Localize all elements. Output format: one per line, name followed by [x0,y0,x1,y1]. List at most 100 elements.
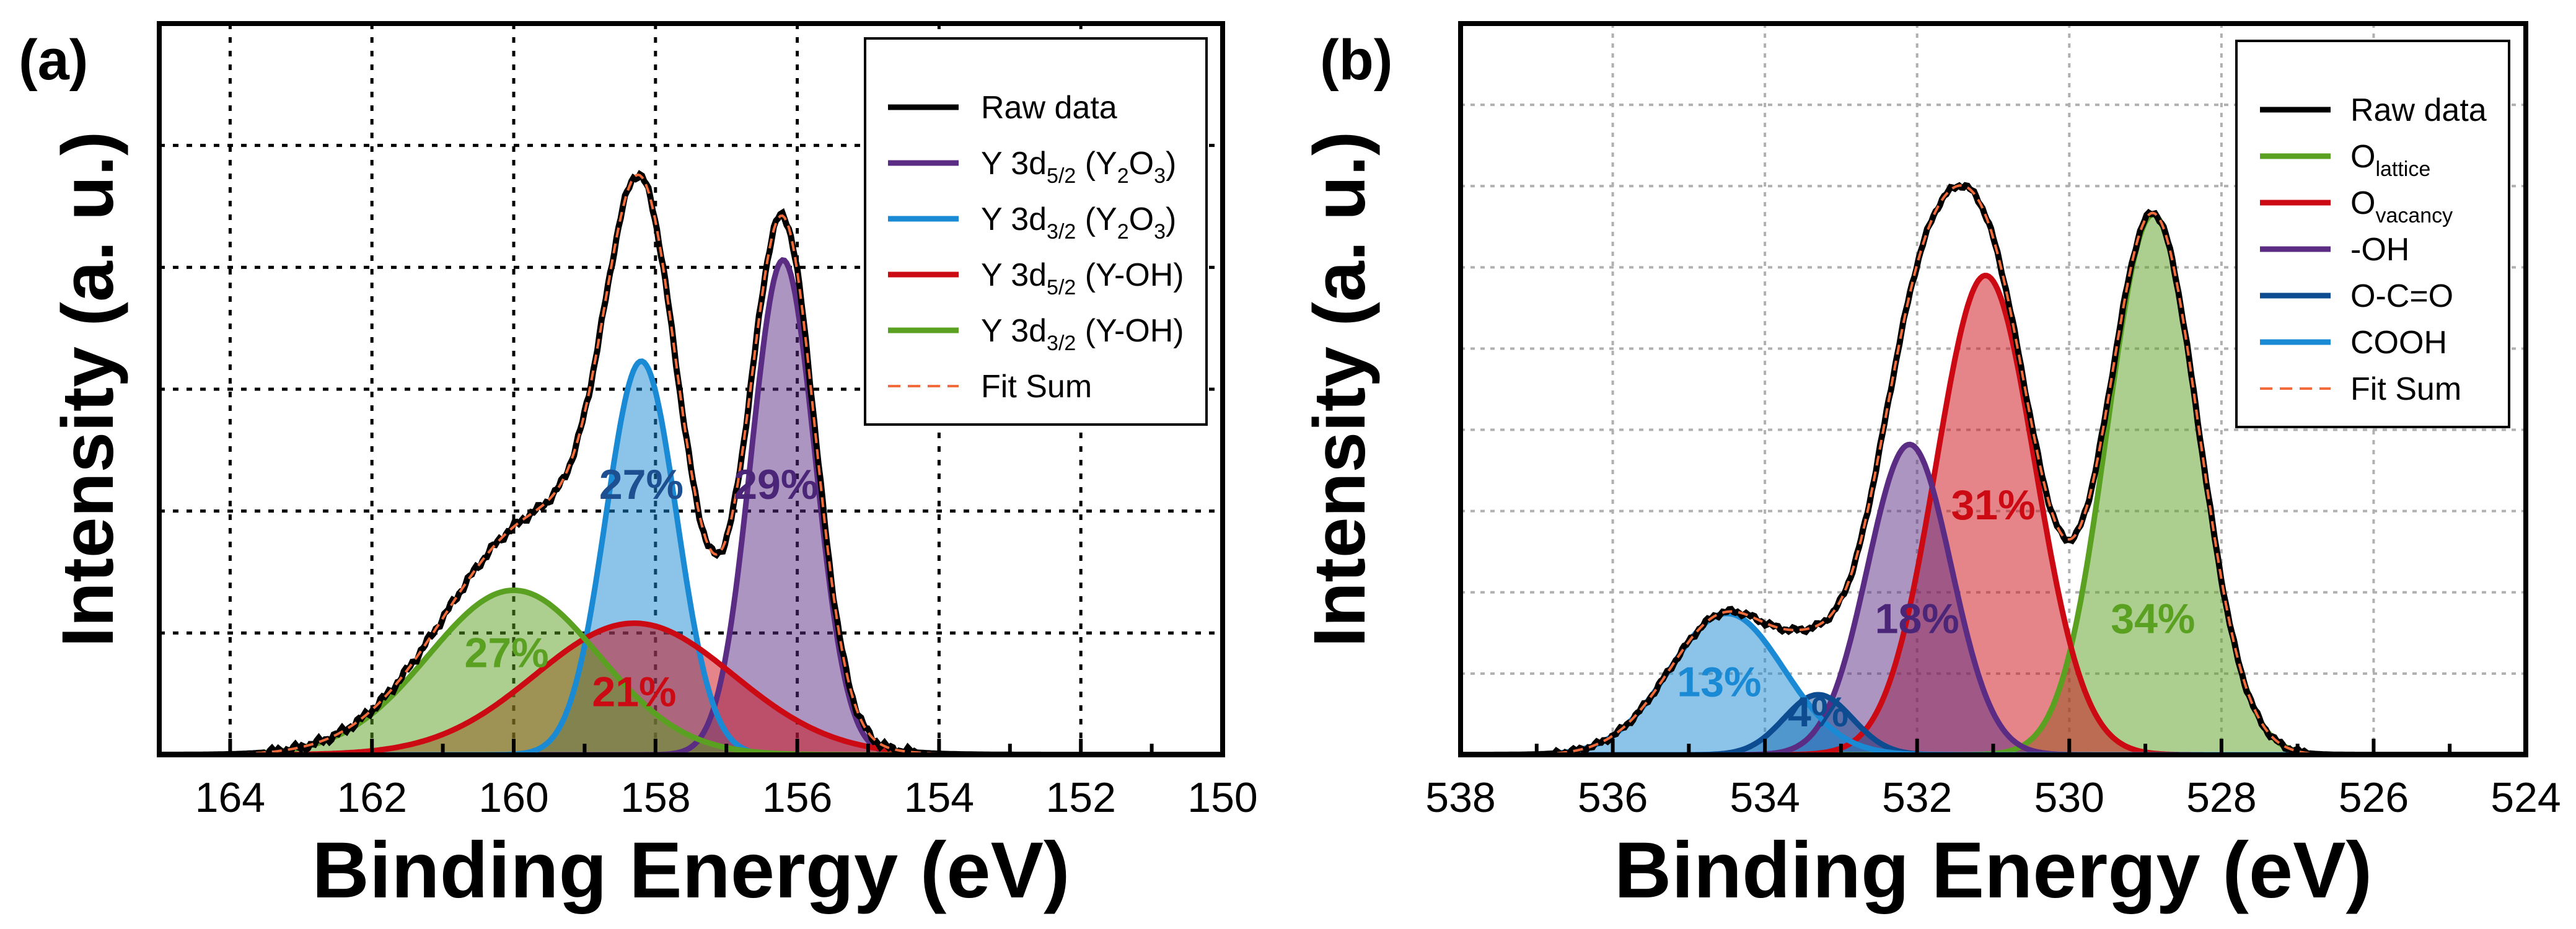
legend-label: Y 3d5/2 (Y2O3) [981,146,1176,188]
fit-sum-line [159,173,1223,755]
x-tick-label: 158 [620,774,690,821]
component-curve [1461,441,2526,755]
legend-label-text: (Y-OH) [1076,313,1184,349]
legend-label-subscript: 5/2 [1047,276,1076,299]
legend-label: O-C=O [2350,278,2453,314]
legend-label: Fit Sum [981,369,1092,405]
legend-label-subscript: 3/2 [1047,332,1076,355]
component-curve [1461,273,2526,755]
legend-item-c3: -OH [2260,232,2409,268]
legend-label-subscript: 2 [1117,220,1129,244]
legend-label-subscript: vacancy [2375,204,2453,227]
percent-label: 4% [1788,689,1848,736]
legend-label-text: O [2350,185,2375,221]
x-tick-label: 528 [2186,774,2256,821]
legend-label: Raw data [2350,92,2487,128]
legend-item-fit: Fit Sum [2260,371,2461,407]
legend-item-fit: Fit Sum [888,369,1092,405]
legend-label-text: O [1129,201,1154,237]
legend-label-text: (Y-OH) [1076,257,1184,293]
legend-label-text: ) [1166,146,1176,182]
component-fill [159,623,1223,755]
x-tick-label: 530 [2034,774,2104,821]
percent-label: 13% [1677,659,1761,706]
legend-label-text: Y 3d [981,257,1047,293]
legend-label-text: Fit Sum [981,369,1092,405]
legend-label-text: O-C=O [2350,278,2453,314]
component-fill [1461,275,2526,755]
legend-label-text: O [1129,146,1154,182]
percent-label: 34% [2111,595,2195,642]
x-tick-label: 532 [1882,774,1952,821]
x-tick-label: 526 [2339,774,2409,821]
legend-label-text: Y 3d [981,201,1047,237]
component-fill [1461,613,2526,755]
x-tick-label: 154 [904,774,974,821]
x-tick-label: 162 [336,774,407,821]
percent-label: 18% [1875,595,1959,642]
legend-label: Y 3d3/2 (Y-OH) [981,313,1184,355]
legend-label-text: (Y [1076,201,1117,237]
x-tick-label: 156 [762,774,832,821]
x-tick-label: 538 [1425,774,1495,821]
x-axis-label: Binding Energy (eV) [312,826,1070,915]
legend-label-text: (Y [1076,146,1117,182]
x-tick-label: 536 [1578,774,1648,821]
legend-label-subscript: 3 [1154,164,1166,188]
legend-label: -OH [2350,232,2409,268]
legend-label-text: Y 3d [981,146,1047,182]
legend-label-text: ) [1166,201,1176,237]
x-tick-label: 164 [195,774,265,821]
legend-label: Fit Sum [2350,371,2461,407]
legend-label: Olattice [2350,139,2430,181]
legend-label-subscript: 3 [1154,220,1166,244]
x-tick-label: 152 [1045,774,1115,821]
legend-label-subscript: 2 [1117,164,1129,188]
legend-label-text: O [2350,139,2375,175]
panel-label: (a) [19,29,88,92]
legend-item-raw: Raw data [888,90,1117,126]
legend-label: Raw data [981,90,1117,126]
legend-label-text: Y 3d [981,313,1047,349]
legend-item-c4: Y 3d3/2 (Y-OH) [888,313,1184,355]
legend-label-text: Fit Sum [2350,371,2461,407]
component-curve [159,257,1223,755]
legend-label-subscript: 5/2 [1047,164,1076,188]
legend-box [2235,40,2510,428]
legend-item-c1: Y 3d5/2 (Y2O3) [888,146,1176,188]
component-fill [159,590,1223,755]
legend-item-raw: Raw data [2260,92,2487,128]
percent-label: 31% [1951,482,2035,529]
legend-item-c2: Y 3d3/2 (Y2O3) [888,201,1176,244]
y-axis-label: Intensity (a. u.) [47,131,129,648]
legend: Raw dataOlatticeOvacancy-OHO-C=OCOOHFit … [2235,40,2510,428]
legend-item-c3: Y 3d5/2 (Y-OH) [888,257,1184,299]
plot-area [159,170,1223,755]
percent-label: 27% [465,629,549,676]
percent-label: 27% [599,461,684,508]
legend-label: Y 3d3/2 (Y2O3) [981,201,1176,244]
x-tick-label: 534 [1730,774,1800,821]
legend-item-c4: O-C=O [2260,278,2453,314]
legend-item-c1: Olattice [2260,139,2430,181]
percent-label: 29% [734,461,818,508]
panel-a-y3d-spectrum: 29% 27% 21% 27% 164 162 160 158 156 154 152 150 Bind… [19,21,1258,915]
plot-frame [157,21,1225,757]
x-tick-label: 150 [1187,774,1257,821]
legend-item-c2: Ovacancy [2260,185,2453,227]
legend-item-c5: COOH [2260,325,2447,361]
percent-label: 21% [592,668,676,715]
x-tick-label: 524 [2490,774,2561,821]
legend-label-text: -OH [2350,232,2409,268]
legend-label: COOH [2350,325,2447,361]
legend-label-text: COOH [2350,325,2447,361]
legend-label-subscript: 3/2 [1047,220,1076,244]
legend-label-text: Raw data [981,90,1117,126]
component-curve [159,358,1223,755]
x-tick-label: 160 [478,774,548,821]
y-axis-label: Intensity (a. u.) [1299,131,1381,648]
legend-label: Ovacancy [2350,185,2453,227]
legend-label-subscript: lattice [2375,157,2430,181]
